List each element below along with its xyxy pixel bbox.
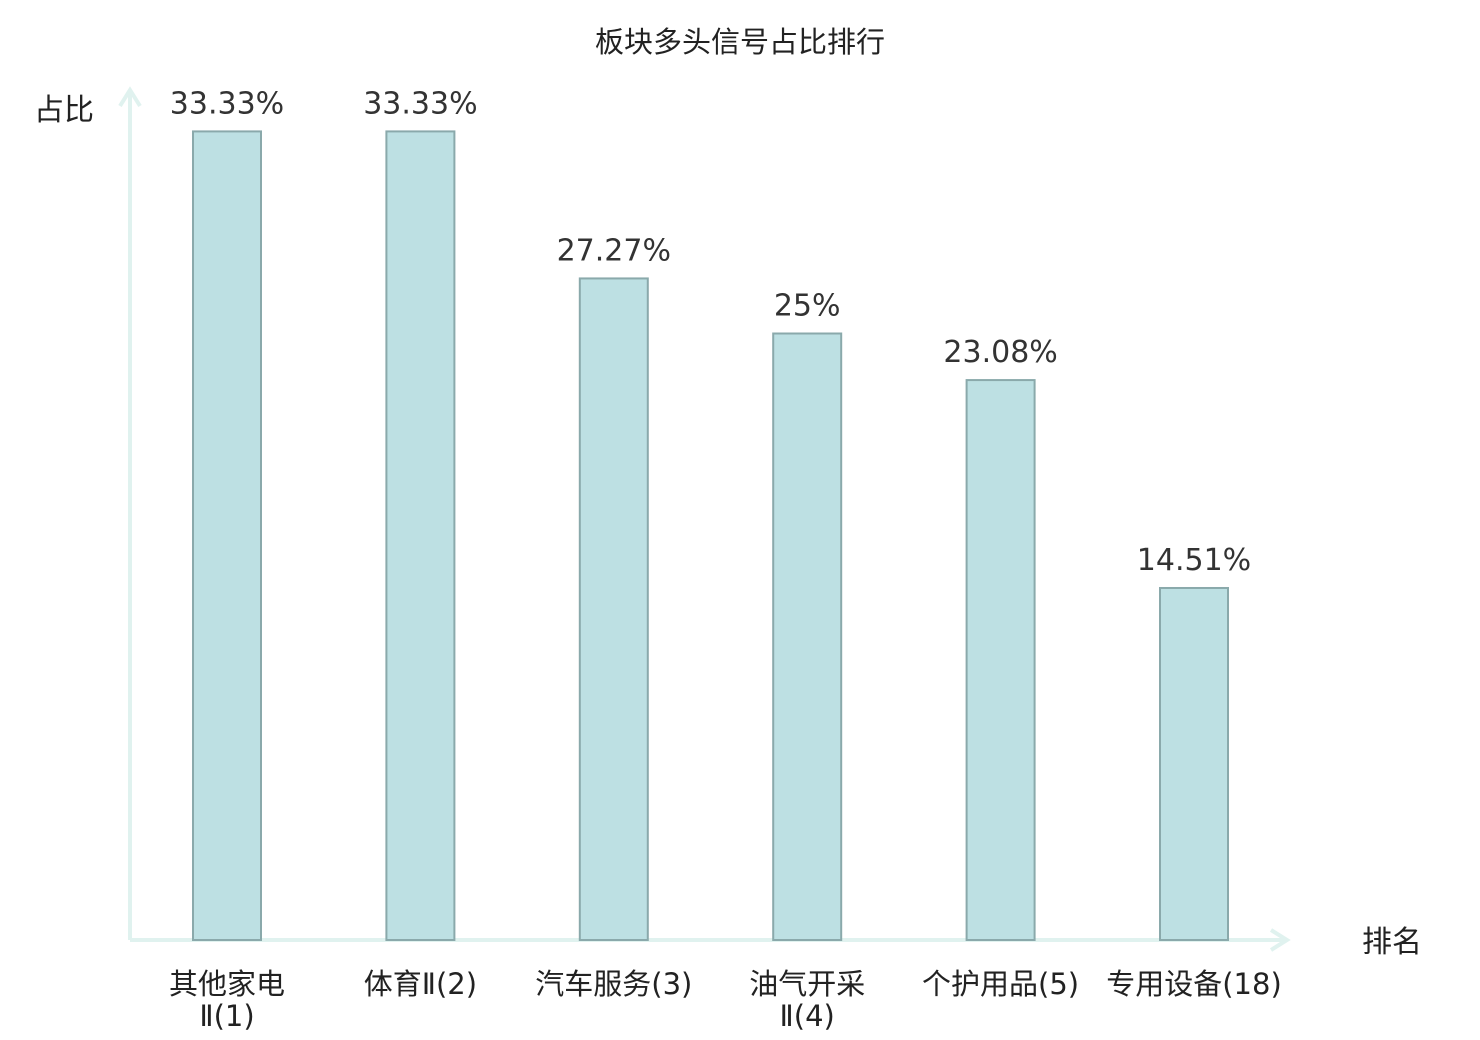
category-rank: (3) [651, 967, 692, 1001]
value-labels-group: 33.33% 33.33% 27.27% 25% 23.08% 14.51% [170, 86, 1251, 578]
category-rank: Ⅱ(2) [422, 967, 477, 1001]
bar [385, 130, 456, 942]
bar [965, 379, 1036, 941]
x-axis-label: 排名 [1362, 925, 1422, 960]
category-name: 专用设备 [1106, 967, 1222, 1001]
category-label: 其他家电 [169, 967, 285, 1001]
chart-title: 板块多头信号占比排行 [595, 25, 885, 59]
value-label: 14.51% [1137, 543, 1251, 578]
category-name: 汽车服务 [535, 967, 651, 1001]
bar [578, 277, 649, 941]
bars-group [192, 130, 1229, 942]
value-label: 23.08% [943, 335, 1057, 370]
category-rank-label: Ⅱ(1) [199, 999, 254, 1033]
category-rank-label: Ⅱ(4) [780, 999, 835, 1033]
value-label: 33.33% [170, 86, 284, 121]
value-label: 25% [774, 289, 841, 324]
category-name: 体育 [364, 967, 422, 1001]
y-axis-label: 占比 [34, 93, 94, 128]
bar [192, 130, 262, 942]
y-axis-arrow [118, 86, 142, 108]
category-rank: (18) [1222, 967, 1282, 1001]
category-label: 汽车服务(3) [535, 967, 692, 1001]
category-label: 油气开采 [749, 967, 865, 1001]
x-axis-arrow [1269, 928, 1291, 952]
bar [1159, 586, 1229, 942]
value-label: 27.27% [557, 233, 671, 268]
bar [772, 332, 843, 941]
category-label: 专用设备(18) [1106, 967, 1282, 1001]
category-name: 个护用品 [922, 967, 1038, 1001]
category-rank: (5) [1038, 967, 1079, 1001]
category-label: 体育Ⅱ(2) [364, 967, 477, 1001]
value-label: 33.33% [363, 86, 477, 121]
axes [118, 86, 1291, 952]
category-label: 个护用品(5) [922, 967, 1079, 1001]
